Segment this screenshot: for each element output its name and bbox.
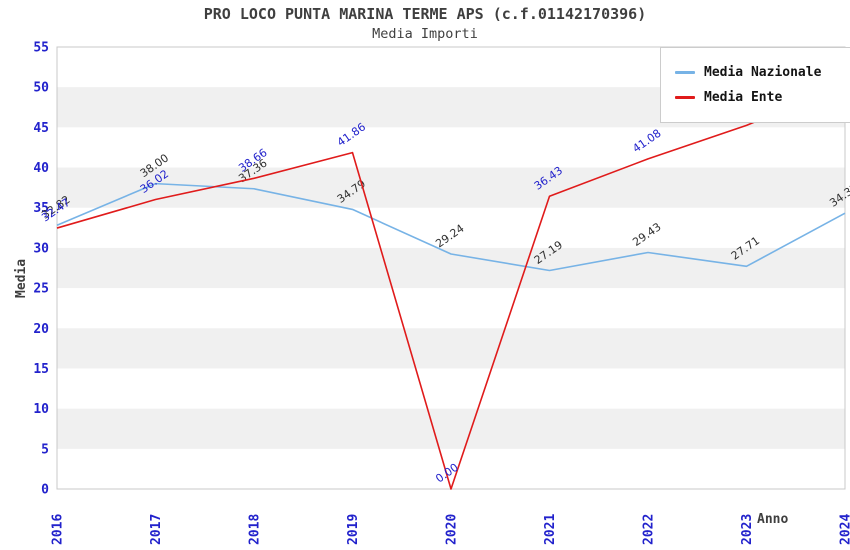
point-label: 29.24: [433, 222, 466, 251]
x-axis-title: Anno: [757, 512, 789, 527]
y-tick-label: 25: [33, 282, 49, 297]
y-tick-label: 15: [33, 362, 49, 377]
y-tick-label: 40: [33, 161, 49, 176]
y-tick-label: 45: [33, 121, 49, 136]
series-line: [56, 84, 846, 490]
x-tick-label: 2018: [248, 514, 263, 545]
series-line: [56, 182, 846, 272]
legend-swatch-media-nazionale: [675, 71, 695, 74]
legend-item-media-ente: Media Ente: [675, 85, 850, 110]
chart-title: PRO LOCO PUNTA MARINA TERME APS (c.f.011…: [203, 5, 647, 23]
y-tick-label: 50: [33, 81, 49, 96]
point-label: 29.43: [630, 220, 663, 249]
x-tick-label: 2022: [642, 514, 657, 545]
x-tick-label: 2016: [51, 514, 66, 545]
legend: Media Nazionale Media Ente: [660, 47, 850, 123]
legend-swatch-media-ente: [675, 96, 695, 99]
x-tick-label: 2021: [543, 514, 558, 545]
x-tick-label: 2017: [149, 514, 164, 545]
y-tick-label: 35: [33, 201, 49, 216]
y-axis-title: Media: [14, 258, 29, 298]
legend-label: Media Nazionale: [704, 65, 822, 80]
chart-subtitle: Media Importi: [372, 26, 478, 42]
y-tick-label: 20: [33, 322, 49, 337]
x-tick-label: 2023: [740, 514, 755, 545]
x-tick-label: 2019: [346, 514, 361, 545]
point-label: 0.00: [433, 461, 461, 486]
x-tick-label: 2020: [445, 514, 460, 545]
y-tick-label: 55: [33, 41, 49, 56]
legend-label: Media Ente: [704, 90, 783, 105]
x-tick-label: 2024: [839, 514, 850, 545]
y-tick-label: 30: [33, 241, 49, 256]
point-label: 41.08: [630, 127, 663, 156]
y-tick-label: 10: [33, 402, 49, 417]
y-tick-label: 0: [41, 483, 49, 498]
legend-item-media-nazionale: Media Nazionale: [675, 60, 850, 85]
y-tick-label: 5: [41, 442, 49, 457]
